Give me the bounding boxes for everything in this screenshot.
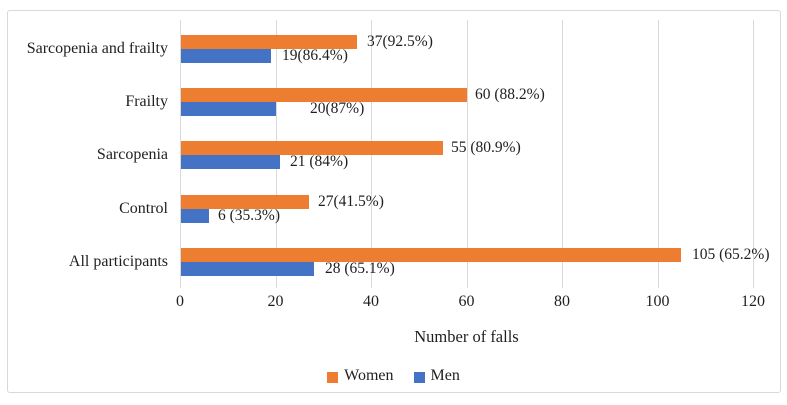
women-bar [181, 247, 681, 262]
men-bar [181, 49, 271, 63]
women-series-swatch-icon [327, 371, 339, 383]
gridline [753, 20, 754, 288]
x-tick-label: 40 [363, 293, 379, 310]
women-bar [181, 35, 357, 49]
category-label: Frailty [125, 93, 168, 111]
x-axis-title: Number of falls [414, 327, 519, 346]
women-value-label: 105 (65.2%) [692, 245, 770, 263]
women-bar [181, 194, 309, 209]
women-value-label: 37(92.5%) [367, 33, 433, 50]
men-value-label: 19(86.4%) [282, 47, 348, 64]
women-value-label: 55 (80.9%) [451, 139, 521, 157]
men-value-label: 28 (65.1%) [325, 259, 395, 277]
legend-label-women: Women [344, 367, 394, 384]
chart-border [7, 10, 781, 393]
gridline [657, 20, 659, 288]
women-bar [181, 141, 443, 156]
men-bar [181, 261, 314, 276]
legend-label-men: Men [430, 367, 460, 384]
women-bar [181, 88, 467, 103]
x-tick-label: 20 [267, 293, 284, 310]
category-label: Sarcopenia [96, 146, 168, 164]
x-tick-label: 120 [741, 293, 765, 310]
category-label: Control [119, 199, 168, 217]
women-value-label: 27(41.5%) [318, 192, 384, 210]
x-tick-label: 80 [554, 293, 570, 310]
category-label: Sarcopenia and frailty [26, 40, 168, 57]
category-label: All participants [68, 252, 168, 270]
men-bar [181, 102, 276, 117]
men-value-label: 6 (35.3%) [218, 206, 280, 224]
legend: Women Men [0, 367, 787, 385]
x-tick-label: 100 [645, 293, 670, 310]
x-tick-label: 60 [458, 293, 475, 310]
men-value-label: 21 (84%) [290, 153, 349, 171]
men-bar [181, 155, 280, 170]
men-bar [181, 208, 209, 223]
gridline [466, 20, 468, 288]
gridline [180, 20, 181, 288]
men-value-label: 20(87%) [310, 100, 365, 118]
legend-item-women: Women [327, 367, 394, 385]
legend-item-men: Men [413, 367, 460, 385]
men-series-swatch-icon [413, 371, 425, 383]
women-value-label: 60 (88.2%) [475, 86, 545, 104]
gridline [562, 20, 563, 288]
x-tick-label: 0 [176, 293, 184, 310]
